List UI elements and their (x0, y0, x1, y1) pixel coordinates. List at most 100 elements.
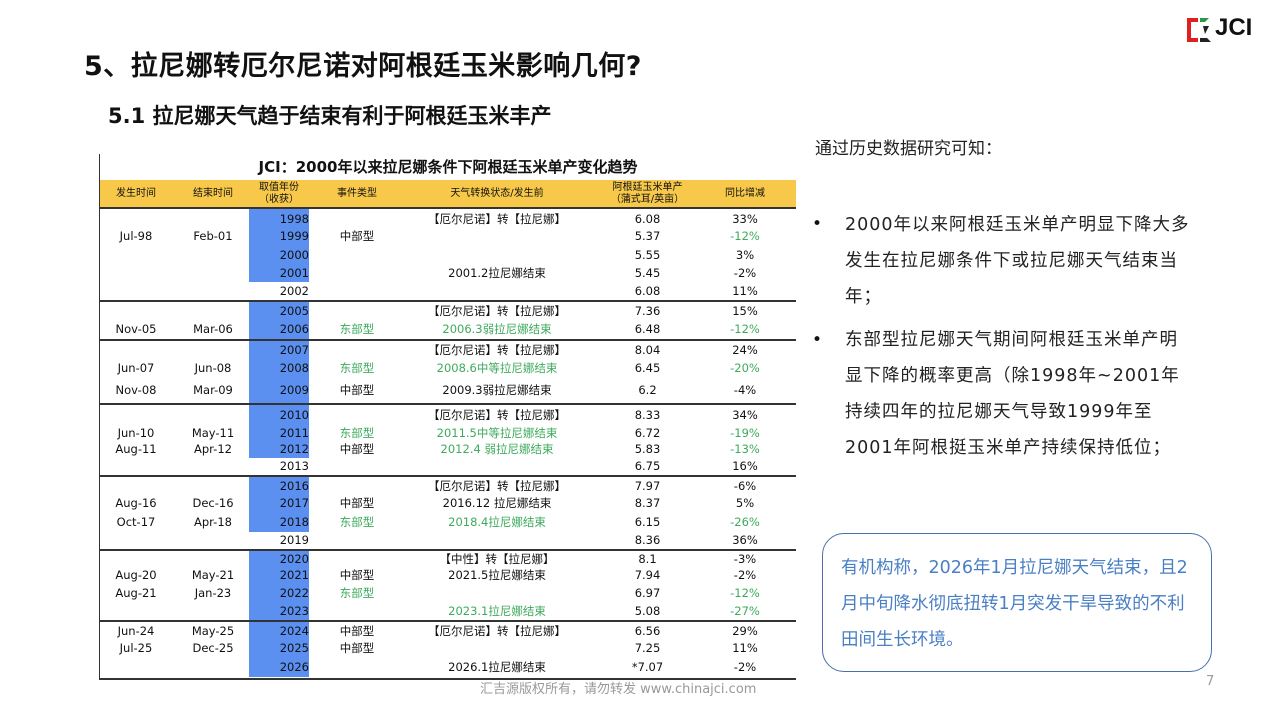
cell-yield-value: 6.72 (634, 425, 661, 440)
cell-end-time (172, 246, 254, 265)
cell-yoy-change: -6% (733, 478, 757, 493)
cell-end-time (172, 658, 254, 678)
cell-harvest-year: 2011 (249, 424, 309, 441)
cell-yield-value: 5.55 (634, 248, 661, 263)
cell-yield-value: 7.94 (634, 568, 661, 582)
note-text: 有机构称，2026年1月拉尼娜天气结束，且2月中旬降水彻底扭转1月突发干旱导致的… (841, 558, 1188, 650)
cell-yield-value: 6.15 (634, 515, 661, 530)
cell-event-type: 东部型 (339, 586, 375, 600)
cell-start-time (100, 265, 172, 282)
table-row: 2000 5.55 3% (100, 246, 796, 265)
cell-harvest-year: 2006 (249, 319, 309, 339)
cell-event-type: 中部型 (339, 568, 375, 582)
cell-end-time (172, 282, 254, 300)
cell-yield-value: 7.97 (634, 478, 661, 493)
cell-event-type: 中部型 (339, 383, 375, 398)
cell-yield-value: 8.33 (634, 408, 661, 423)
table-row: 2020 【中性】转【拉尼娜】 8.1 -3% (100, 548, 796, 568)
cell-yoy-change: -3% (733, 552, 757, 567)
table-row: 2023 2023.1拉尼娜结束 5.08 -27% (100, 602, 796, 620)
cell-weather-status: 【厄尔尼诺】转【拉尼娜】 (428, 408, 566, 423)
cell-yoy-change: -2% (733, 266, 757, 280)
cell-weather-status: 2006.3弱拉尼娜结束 (442, 322, 552, 336)
page-title: 5、拉尼娜转厄尔尼诺对阿根廷玉米影响几何? (84, 51, 642, 82)
table-row: Aug-20 May-21 2021 中部型 2021.5拉尼娜结束 7.94 -2% (100, 566, 796, 584)
cell-weather-status: 【厄尔尼诺】转【拉尼娜】 (428, 304, 566, 319)
cell-weather-status (392, 282, 602, 300)
cell-start-time (100, 602, 172, 620)
cell-yoy-change: -2% (733, 660, 757, 675)
cell-yield-value: 6.48 (634, 322, 661, 336)
page-number: 7 (1206, 674, 1215, 689)
cell-start-time: Jun-24 (117, 624, 155, 639)
cell-start-time (100, 658, 172, 678)
table-row: Jul-25 Dec-25 2025 中部型 7.25 11% (100, 638, 796, 658)
table-row: 2005 【厄尔尼诺】转【拉尼娜】 7.36 15% (100, 299, 796, 321)
cell-start-time: Oct-17 (116, 515, 156, 530)
cell-yield-value: 5.37 (634, 229, 661, 243)
logo-text: JCI (1215, 14, 1253, 41)
cell-yoy-change: 5% (735, 496, 755, 510)
bullet-icon: • (812, 214, 823, 234)
section-subtitle: 5.1 拉尼娜天气趋于结束有利于阿根廷玉米丰产 (108, 104, 552, 128)
cell-start-time (100, 458, 172, 475)
cell-weather-status (392, 458, 602, 475)
table-row: 2013 6.75 16% (100, 458, 796, 475)
cell-yoy-change: -26% (730, 515, 760, 530)
cell-event-type: 中部型 (339, 641, 375, 655)
cell-end-time: Jun-08 (194, 360, 232, 375)
cell-yoy-change: 15% (732, 304, 758, 319)
table-row: 2026 2026.1拉尼娜结束 *7.07 -2% (100, 657, 796, 678)
cell-harvest-year: 2022 (249, 584, 309, 602)
cell-harvest-year: 2001 (249, 264, 309, 282)
cell-harvest-year: 2010 (249, 404, 309, 426)
table-row: Aug-11 Apr-12 2012 中部型 2012.4 弱拉尼娜结束 5.83 -13% (100, 441, 796, 458)
cell-harvest-year: 1999 (249, 226, 309, 246)
cell-harvest-year: 2005 (249, 301, 309, 321)
column-header-harvest-year: 取值年份 （收获） (259, 181, 299, 205)
cell-event-type (322, 246, 392, 265)
cell-start-time: Aug-21 (115, 586, 157, 600)
cell-yield-value: 8.1 (638, 552, 657, 567)
cell-weather-status: 【厄尔尼诺】转【拉尼娜】 (428, 478, 566, 493)
cell-yield-value: 5.83 (634, 442, 661, 457)
cell-weather-status: 【厄尔尼诺】转【拉尼娜】 (428, 211, 566, 226)
cell-end-time: Dec-16 (192, 496, 234, 510)
cell-end-time: May-11 (191, 425, 235, 440)
column-header-start-time: 发生时间 (116, 187, 156, 199)
jci-logo: JCI (1185, 14, 1270, 46)
cell-end-time: May-21 (191, 568, 235, 582)
cell-event-type: 东部型 (339, 360, 375, 375)
cell-event-type (322, 265, 392, 282)
cell-end-time: Mar-06 (193, 322, 233, 336)
cell-start-time (100, 405, 172, 427)
cell-harvest-year: 2009 (249, 378, 309, 403)
cell-weather-status (392, 584, 602, 602)
cell-weather-status (392, 246, 602, 265)
cell-weather-status: 【中性】转【拉尼娜】 (439, 552, 555, 567)
cell-event-type: 中部型 (339, 496, 375, 510)
column-header-yield-value: 阿根廷玉米单产 （蒲式耳/英亩） (610, 181, 685, 205)
cell-yoy-change: 29% (732, 624, 758, 639)
cell-start-time: Jun-10 (117, 425, 155, 440)
cell-start-time (100, 246, 172, 265)
cell-event-type (322, 658, 392, 678)
cell-event-type: 东部型 (339, 425, 375, 440)
table-row: 2016 【厄尔尼诺】转【拉尼娜】 7.97 -6% (100, 474, 796, 495)
cell-yield-value: 8.04 (634, 343, 661, 358)
logo-mark-icon (1187, 18, 1211, 42)
cell-start-time: Nov-08 (115, 383, 157, 398)
cell-yield-value: 6.08 (634, 283, 661, 298)
cell-start-time: Aug-16 (115, 496, 157, 510)
cell-yoy-change: -12% (730, 586, 760, 600)
cell-weather-status: 2009.3弱拉尼娜结束 (442, 383, 552, 398)
table-row: Jun-07 Jun-08 2008 东部型 2008.6中等拉尼娜结束 6.45 -20% (100, 357, 796, 378)
cell-yoy-change: -4% (733, 383, 757, 398)
table-row: Aug-21 Jan-23 2022 东部型 6.97 -12% (100, 584, 796, 602)
cell-yoy-change: -19% (730, 425, 760, 440)
table-row: Nov-08 Mar-09 2009 中部型 2009.3弱拉尼娜结束 6.2 -4% (100, 378, 796, 403)
table-row: Jul-98 Feb-01 1999 中部型 5.37 -12% (100, 226, 796, 246)
cell-yoy-change: 16% (732, 459, 758, 473)
cell-yoy-change: -12% (730, 229, 760, 243)
cell-yoy-change: -13% (730, 442, 760, 457)
